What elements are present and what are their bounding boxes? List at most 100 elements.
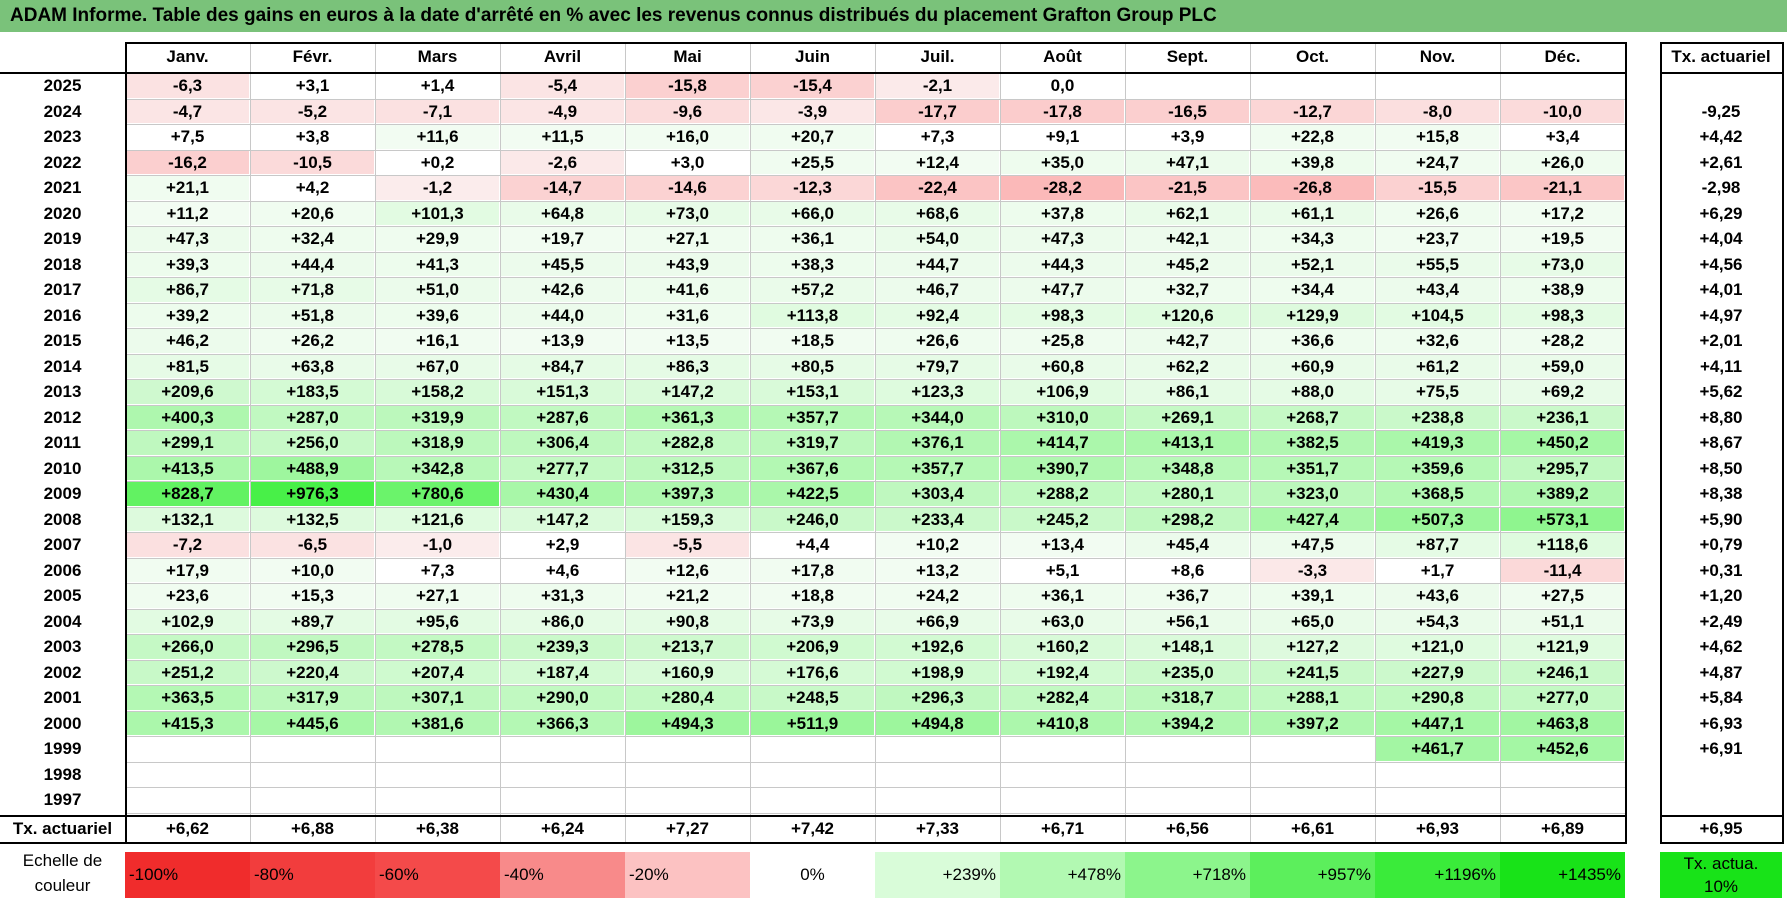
table-cell: -7,2 [126,533,249,557]
table-cell: +367,6 [751,456,874,480]
row-rate: +8,80 [1699,407,1743,427]
table-cell: +47,3 [126,227,249,251]
table-cell: +34,4 [1251,278,1374,302]
table-cell: +51,1 [1501,609,1624,633]
table-cell: +246,0 [751,507,874,531]
table-cell: +363,5 [126,686,249,710]
column-gridline [500,42,501,842]
table-cell: +26,6 [876,329,999,353]
table-cell: +34,3 [1251,227,1374,251]
table-cell: +511,9 [751,711,874,735]
table-cell: -10,5 [251,150,374,174]
legend-swatch: +718% [1125,852,1250,898]
row-gridline [125,200,1625,202]
row-rate: +5,84 [1699,688,1743,707]
table-cell: -14,6 [626,176,749,200]
table-cell: +32,4 [251,227,374,251]
table-cell: +21,2 [626,584,749,608]
row-rate: -2,98 [1701,178,1741,197]
table-cell: +357,7 [876,456,999,480]
row-gridline [125,404,1625,406]
row-year: 2024 [43,101,82,121]
table-cell: +390,7 [1001,456,1124,480]
table-cell: +121,6 [376,507,499,531]
table-cell: +494,3 [626,711,749,735]
table-cell [876,763,999,787]
row-year: 2000 [43,713,82,733]
table-border [0,814,1625,817]
footer-cell: +6,38 [415,818,459,838]
table-cell: +227,9 [1376,660,1499,684]
row-year: 2002 [43,662,82,682]
table-cell: +36,6 [1251,329,1374,353]
row-rate: +6,93 [1699,713,1743,733]
table-cell: +5,1 [1001,558,1124,582]
table-cell: +24,7 [1376,150,1499,174]
row-rate: +4,97 [1699,305,1743,325]
table-cell [1001,737,1124,761]
rate-legend-swatch: Tx. actua. 10% [1660,852,1782,898]
table-cell: +17,8 [751,558,874,582]
table-cell: +27,5 [1501,584,1624,608]
footer-cell: +7,33 [915,818,959,838]
table-cell: +13,2 [876,558,999,582]
table-cell: +46,2 [126,329,249,353]
table-cell: +147,2 [626,380,749,404]
table-cell: +187,4 [501,660,624,684]
row-year: 2012 [43,407,82,427]
table-cell: +47,7 [1001,278,1124,302]
table-cell: +828,7 [126,482,249,506]
table-cell: +303,4 [876,482,999,506]
table-cell: +357,7 [751,405,874,429]
table-cell: +26,2 [251,329,374,353]
table-cell: +7,5 [126,125,249,149]
table-cell: -1,0 [376,533,499,557]
table-cell: +445,6 [251,711,374,735]
table-cell: +92,4 [876,303,999,327]
table-cell: +67,0 [376,354,499,378]
table-cell: +123,3 [876,380,999,404]
table-cell: +51,0 [376,278,499,302]
row-year: 2010 [43,458,82,478]
footer-cell: +6,61 [1290,818,1334,838]
table-cell: +1,7 [1376,558,1499,582]
table-cell: +41,6 [626,278,749,302]
table-cell: +318,7 [1126,686,1249,710]
table-cell: +17,9 [126,558,249,582]
table-cell [1001,788,1124,812]
table-border [125,42,1625,44]
table-cell: +42,7 [1126,329,1249,353]
table-cell: -5,5 [626,533,749,557]
table-cell: +64,8 [501,201,624,225]
column-gridline [1375,42,1376,842]
table-cell: +410,8 [1001,711,1124,735]
table-cell: +63,0 [1001,609,1124,633]
row-gridline [125,710,1625,712]
table-cell: +47,3 [1001,227,1124,251]
table-cell: +298,2 [1126,507,1249,531]
table-cell: +415,3 [126,711,249,735]
column-header: Mai [673,47,702,66]
legend-swatch: +239% [875,852,1000,898]
column-gridline [1500,42,1501,842]
row-rate: +8,50 [1699,458,1743,478]
table-cell: +65,0 [1251,609,1374,633]
table-cell: +86,1 [1126,380,1249,404]
row-rate: +5,62 [1699,382,1743,401]
row-rate: +4,87 [1699,662,1743,682]
table-cell: +159,3 [626,507,749,531]
table-cell: +183,5 [251,380,374,404]
row-year: 2013 [43,382,82,401]
table-cell: +2,9 [501,533,624,557]
table-cell: -15,4 [751,74,874,98]
table-cell: +160,9 [626,660,749,684]
table-cell: +16,0 [626,125,749,149]
table-cell: +256,0 [251,431,374,455]
table-cell: +57,2 [751,278,874,302]
table-cell: +319,9 [376,405,499,429]
table-cell: +235,0 [1126,660,1249,684]
table-cell [751,737,874,761]
table-cell [1126,763,1249,787]
legend-label: Echelle de couleur [22,851,103,895]
table-cell: +44,3 [1001,252,1124,276]
